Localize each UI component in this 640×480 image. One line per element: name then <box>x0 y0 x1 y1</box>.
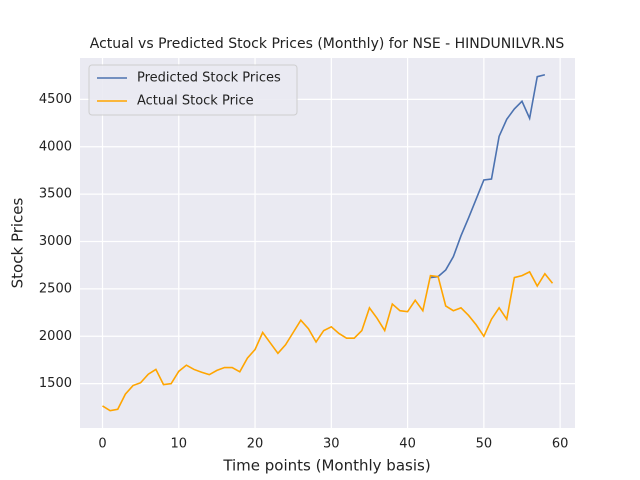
x-tick-label: 60 <box>552 437 569 452</box>
x-axis-label: Time points (Monthly basis) <box>222 457 430 475</box>
x-tick-label: 20 <box>247 437 264 452</box>
x-tick-label: 0 <box>98 437 106 452</box>
y-tick-label: 4000 <box>39 139 72 154</box>
y-tick-label: 2500 <box>39 281 72 296</box>
legend-label: Actual Stock Price <box>137 94 254 109</box>
y-axis-label: Stock Prices <box>9 197 27 288</box>
chart-title: Actual vs Predicted Stock Prices (Monthl… <box>90 36 565 52</box>
y-tick-label: 3500 <box>39 187 72 202</box>
line <box>102 270 554 412</box>
x-tick-label: 40 <box>399 437 416 452</box>
line <box>430 73 546 279</box>
plot-area <box>80 58 575 428</box>
y-tick-label: 1500 <box>39 376 72 391</box>
x-tick-label: 30 <box>323 437 340 452</box>
y-tick-label: 2000 <box>39 329 72 344</box>
x-tick-label: 10 <box>170 437 187 452</box>
legend-box <box>88 64 298 116</box>
y-tick-label: 4500 <box>39 92 72 107</box>
legend-label: Predicted Stock Prices <box>137 71 281 86</box>
y-tick-label: 3000 <box>39 234 72 249</box>
x-tick-label: 50 <box>476 437 493 452</box>
